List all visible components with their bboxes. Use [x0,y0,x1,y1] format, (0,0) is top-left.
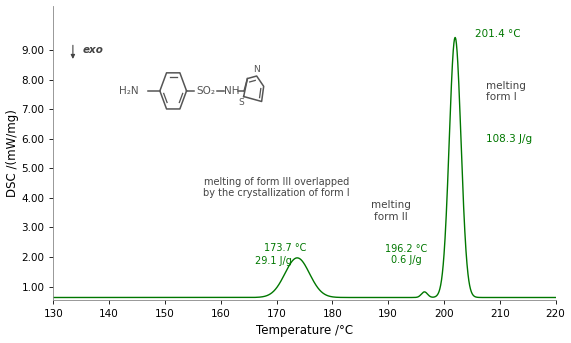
Text: 173.7 °C: 173.7 °C [264,244,306,253]
Text: 196.2 °C: 196.2 °C [385,244,427,254]
Text: melting
form I: melting form I [486,81,526,102]
Text: 108.3 J/g: 108.3 J/g [486,134,532,144]
Text: melting of form III overlapped
by the crystallization of form I: melting of form III overlapped by the cr… [203,177,350,198]
Text: exo: exo [82,45,103,55]
Text: SO₂: SO₂ [196,86,215,96]
Text: 0.6 J/g: 0.6 J/g [391,255,421,265]
Text: melting
form II: melting form II [371,200,411,222]
X-axis label: Temperature /°C: Temperature /°C [256,324,353,338]
Y-axis label: DSC /(mW/mg): DSC /(mW/mg) [6,109,18,197]
Text: NH: NH [224,86,239,96]
Text: H₂N: H₂N [119,86,139,96]
Text: S: S [239,98,244,107]
Text: N: N [254,66,260,74]
Text: 29.1 J/g: 29.1 J/g [255,257,292,267]
Text: 201.4 °C: 201.4 °C [475,29,520,39]
